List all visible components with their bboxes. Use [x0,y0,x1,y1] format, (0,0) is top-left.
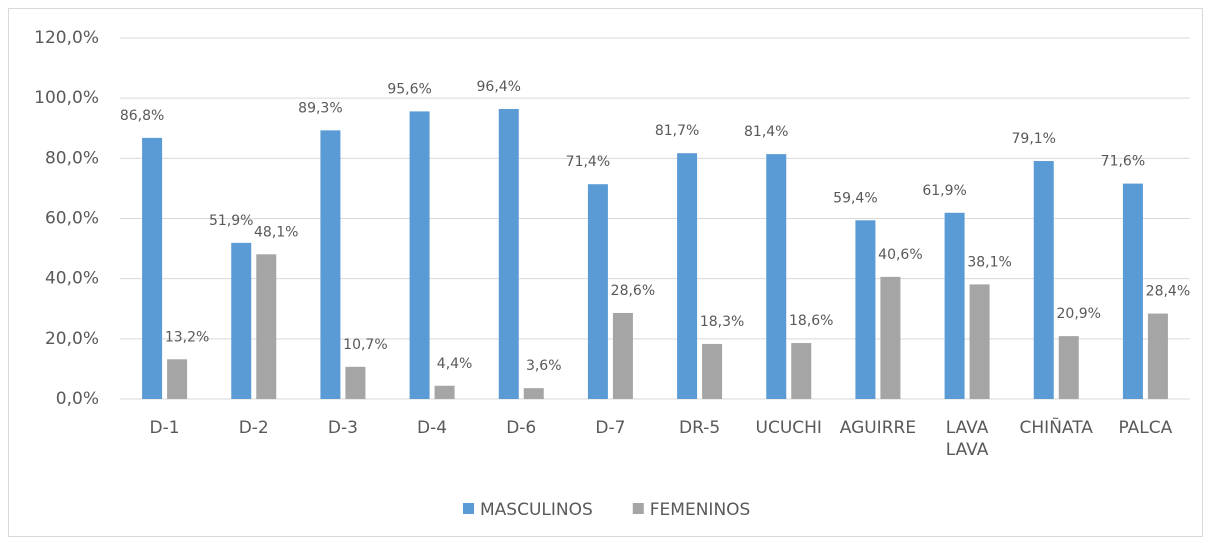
bar [1033,161,1054,399]
bar [612,312,633,399]
x-tick-label: D-4 [417,418,448,438]
x-tick-label-box: D-4 [417,418,448,438]
x-tick-label: D-3 [327,418,358,438]
bar [1147,313,1168,399]
x-tick-label-box: AGUIRRE [839,418,917,438]
x-tick-label-box: D-7 [595,418,626,438]
x-tick-label-box: CHIÑATA [1019,418,1093,438]
value-label: 96,4% [477,79,521,95]
y-tick-label: 100,0% [34,88,99,108]
value-label: 59,4% [833,190,877,206]
bar [167,359,188,399]
value-label: 61,9% [922,183,966,199]
value-label: 81,7% [655,123,699,139]
bar [142,137,163,400]
bar [231,242,252,399]
value-label: 18,6% [789,313,833,329]
x-tick-label-box: D-6 [506,418,537,438]
x-tick-label: D-7 [595,418,626,438]
value-label: 81,4% [744,124,788,140]
value-label: 71,4% [566,154,610,170]
x-tick-label: AGUIRRE [839,418,917,438]
value-label: 86,8% [120,108,164,124]
x-tick-label: DR-5 [678,418,721,438]
y-tick-label: 120,0% [34,28,99,48]
legend-swatch [463,503,474,514]
x-tick-label-box: LAVA LAVA [945,418,989,460]
bar [791,343,812,399]
bar [256,254,277,399]
x-tick-label: CHIÑATA [1019,418,1093,438]
bar [345,366,366,399]
value-label: 28,6% [611,283,655,299]
y-tick-label: 0,0% [56,389,99,409]
value-label: 71,6% [1101,154,1145,170]
x-tick-label-box: D-1 [149,418,180,438]
value-label: 40,6% [878,247,922,263]
y-tick-label: 40,0% [45,269,99,289]
x-tick-label-box: UCUCHI [755,418,822,438]
y-tick-label: 20,0% [45,329,99,349]
bar [587,184,608,399]
bar [498,108,519,399]
bar [320,130,341,399]
x-tick-label-box: DR-5 [678,418,721,438]
x-tick-label: PALCA [1118,418,1173,438]
bar [434,385,455,399]
value-label: 28,4% [1146,284,1190,300]
bar [880,276,901,399]
bar [677,153,698,399]
value-label: 51,9% [209,213,253,229]
x-tick-label: LAVA LAVA [945,418,989,460]
value-label: 20,9% [1057,306,1101,322]
bar [855,220,876,399]
y-tick-label: 80,0% [45,148,99,168]
x-tick-label: D-6 [506,418,537,438]
bar [944,212,965,399]
bar [702,343,723,399]
bar [766,154,787,399]
value-label: 48,1% [254,224,298,240]
x-tick-label: D-1 [149,418,180,438]
value-label: 18,3% [700,314,744,330]
x-tick-label: UCUCHI [755,418,822,438]
legend-swatch [632,503,644,514]
value-label: 10,7% [343,337,387,353]
bar [969,284,990,399]
bar [1122,183,1143,399]
bar [523,388,544,399]
value-label: 95,6% [387,81,431,97]
x-tick-label: D-2 [238,418,269,438]
value-label: 4,4% [437,356,473,372]
value-label: 13,2% [165,329,209,345]
legend-label: MASCULINOS [480,500,593,520]
value-label: 89,3% [298,100,342,116]
value-label: 79,1% [1012,131,1056,147]
bar [409,111,430,400]
legend-label: FEMENINOS [650,500,751,520]
bar [1058,336,1079,399]
x-tick-label-box: PALCA [1118,418,1173,438]
x-tick-label-box: D-3 [327,418,358,438]
value-label: 3,6% [526,358,562,374]
value-label: 38,1% [967,254,1011,270]
y-tick-label: 60,0% [45,209,99,229]
x-tick-label-box: D-2 [238,418,269,438]
